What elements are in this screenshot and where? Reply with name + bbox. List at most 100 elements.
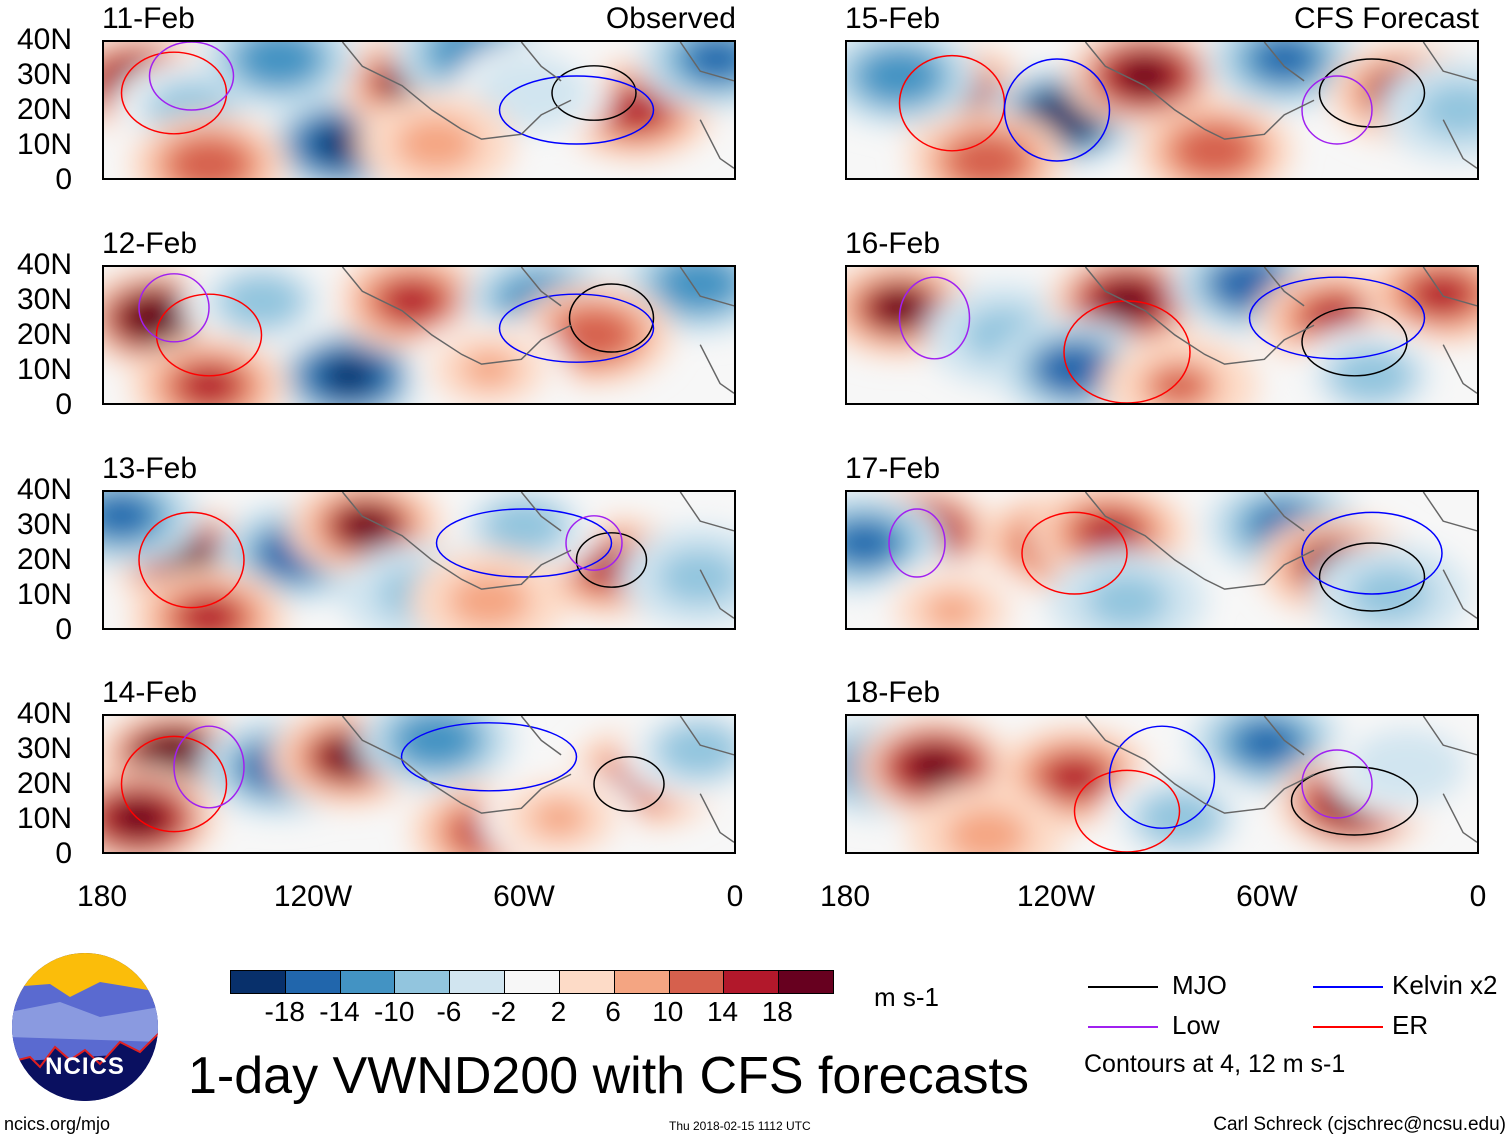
wind-anomaly-blob bbox=[409, 125, 464, 163]
colorbar-swatch bbox=[779, 971, 833, 993]
wind-anomaly-blob bbox=[111, 799, 167, 837]
x-tick-label: 0 bbox=[1469, 880, 1487, 913]
contour-mjo bbox=[1290, 766, 1419, 836]
colorbar-tick-label: 2 bbox=[550, 996, 567, 1027]
colorbar-tick-label: 14 bbox=[706, 996, 739, 1027]
map-panel bbox=[845, 40, 1479, 180]
wind-anomaly-blob bbox=[671, 267, 727, 303]
contour-low bbox=[565, 515, 623, 571]
legend-low: Low bbox=[1172, 1010, 1220, 1040]
colorbar-swatch bbox=[450, 971, 506, 993]
wind-anomaly-blob bbox=[461, 350, 517, 388]
map-panel bbox=[845, 265, 1479, 405]
legend-swatch-kelvin bbox=[1313, 986, 1383, 988]
chart-title: 1-day VWND200 with CFS forecasts bbox=[188, 1047, 1029, 1105]
contour-kelvin bbox=[435, 508, 613, 578]
y-tick-label: 10N bbox=[16, 578, 72, 611]
colorbar-tick-label: -14 bbox=[319, 996, 360, 1027]
wind-anomaly-blob bbox=[1257, 42, 1312, 78]
contour-er bbox=[1021, 511, 1128, 595]
coastline bbox=[341, 492, 734, 619]
y-tick-label: 0 bbox=[55, 613, 72, 646]
wind-anomaly-blob bbox=[1117, 57, 1172, 95]
x-tick-label: 120W bbox=[273, 880, 353, 913]
contour-note: Contours at 4, 12 m s-1 bbox=[1084, 1050, 1346, 1078]
contour-low bbox=[173, 725, 245, 809]
svg-text:NCICS: NCICS bbox=[45, 1053, 125, 1080]
wind-anomaly-blob bbox=[671, 731, 727, 769]
footer-timestamp: Thu 2018-02-15 1112 UTC bbox=[669, 1119, 811, 1133]
wind-anomaly-blob bbox=[129, 299, 184, 337]
wind-anomaly-blob bbox=[234, 282, 289, 320]
wind-anomaly-blob bbox=[1082, 514, 1137, 552]
footer-author: Carl Schreck (cjschrec@ncsu.edu) bbox=[1213, 1114, 1506, 1135]
wind-anomaly-blob bbox=[907, 748, 962, 786]
footer-url[interactable]: ncics.org/mjo bbox=[4, 1114, 111, 1134]
wind-anomaly-blob bbox=[872, 289, 927, 327]
contour-low bbox=[1301, 75, 1373, 145]
contour-low bbox=[138, 273, 210, 343]
wind-anomaly-blob bbox=[959, 142, 1015, 178]
wind-anomaly-blob bbox=[1152, 367, 1207, 403]
contour-mjo bbox=[568, 283, 655, 353]
map-panel bbox=[102, 40, 736, 180]
wind-anomaly-blob bbox=[104, 497, 149, 535]
wind-anomaly-blob bbox=[872, 57, 927, 95]
wind-anomaly-blob bbox=[409, 721, 464, 759]
coastline bbox=[1084, 716, 1477, 843]
colorbar-swatch bbox=[614, 971, 670, 993]
contour-mjo bbox=[551, 65, 637, 121]
x-tick-label: 0 bbox=[726, 880, 744, 913]
wind-anomaly-blob bbox=[1379, 748, 1435, 786]
contour-er bbox=[120, 735, 228, 833]
contour-mjo bbox=[1318, 58, 1426, 128]
y-tick-label: 20N bbox=[16, 767, 72, 800]
colorbar-swatch bbox=[285, 971, 341, 993]
forecast-label: CFS Forecast bbox=[1293, 2, 1479, 35]
x-tick-label: 60W bbox=[1236, 880, 1298, 913]
colorbar-swatch bbox=[505, 971, 560, 993]
y-tick-label: 40N bbox=[16, 697, 72, 730]
wind-anomaly-blob bbox=[1432, 91, 1477, 129]
wind-anomaly-blob bbox=[924, 592, 980, 628]
colorbar-swatch bbox=[559, 971, 615, 993]
y-tick-label: 10N bbox=[16, 802, 72, 835]
coastline bbox=[341, 267, 734, 394]
colorbar-units: m s-1 bbox=[874, 982, 939, 1012]
wind-anomaly-blob bbox=[181, 599, 237, 628]
colorbar-tick-label: -2 bbox=[491, 996, 517, 1027]
wind-anomaly-blob bbox=[689, 42, 734, 78]
coastline bbox=[1084, 492, 1477, 619]
wind-anomaly-blob bbox=[1222, 267, 1277, 303]
wind-anomaly-blob bbox=[1099, 582, 1155, 620]
wind-anomaly-blob bbox=[1047, 350, 1102, 388]
contour-kelvin bbox=[1301, 511, 1443, 595]
wind-anomaly-blob bbox=[671, 558, 727, 596]
ncics-logo: NCICS bbox=[12, 953, 158, 1101]
wind-anomaly-blob bbox=[181, 145, 237, 178]
colorbar-swatch bbox=[669, 971, 725, 993]
colorbar-tick-label: -6 bbox=[436, 996, 462, 1027]
y-tick-label: 0 bbox=[55, 837, 72, 870]
coastline bbox=[341, 42, 734, 169]
wind-anomaly-blob bbox=[461, 582, 517, 620]
colorbar-swatch bbox=[395, 971, 451, 993]
coastline bbox=[1084, 42, 1477, 169]
x-tick-label: 180 bbox=[819, 880, 871, 913]
wind-anomaly-blob bbox=[1344, 357, 1400, 395]
y-tick-label: 30N bbox=[16, 283, 72, 316]
colorbar-tick-label: -10 bbox=[373, 996, 415, 1027]
y-tick-label: 20N bbox=[16, 93, 72, 126]
wind-anomaly-blob bbox=[181, 367, 237, 403]
wind-anomaly-blob bbox=[384, 282, 440, 320]
wind-anomaly-blob bbox=[1036, 98, 1092, 136]
legend-kelvin: Kelvin x2 bbox=[1392, 970, 1498, 1000]
wind-anomaly-blob bbox=[503, 74, 559, 112]
contour-er bbox=[155, 293, 263, 377]
wind-anomaly-blob bbox=[608, 91, 664, 129]
panel-date: 17-Feb bbox=[845, 452, 941, 485]
colorbar-tick-label: 10 bbox=[652, 996, 684, 1027]
y-tick-label: 0 bbox=[55, 163, 72, 196]
colorbar-tick-label: 18 bbox=[761, 996, 793, 1027]
